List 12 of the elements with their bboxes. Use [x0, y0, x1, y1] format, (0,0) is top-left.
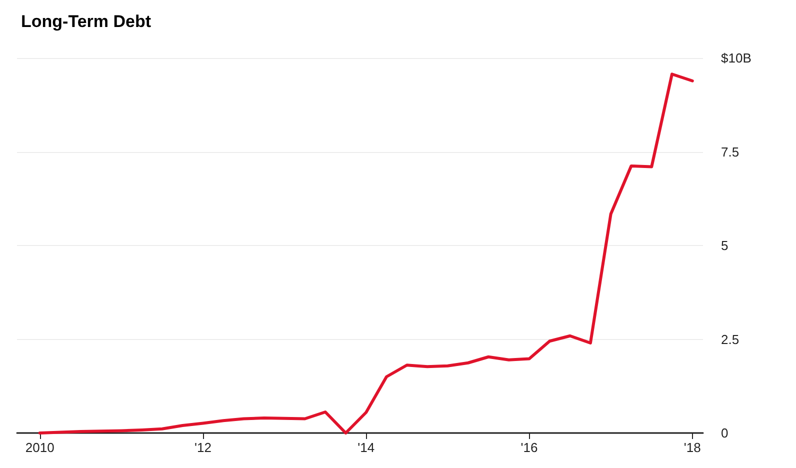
x-tick-label: '16 [520, 440, 538, 455]
x-tick-label: 2010 [25, 440, 54, 455]
chart-title: Long-Term Debt [21, 12, 152, 31]
line-series [38, 72, 694, 434]
x-tick-label: '18 [684, 440, 701, 455]
y-tick-label: 0 [721, 426, 728, 440]
x-tick-label: '12 [194, 440, 212, 455]
y-tick-label: 7.5 [721, 144, 740, 160]
y-tick-label: $10B [721, 50, 752, 66]
y-tick-label: 5 [721, 238, 728, 253]
y-tick-label: 2.5 [721, 332, 740, 347]
x-tick-label: '14 [358, 440, 375, 455]
